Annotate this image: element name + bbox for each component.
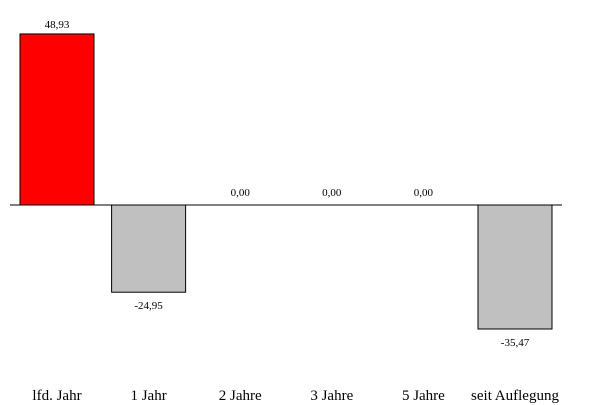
category-label-0: lfd. Jahr — [32, 388, 81, 404]
value-label-3: 0,00 — [322, 187, 342, 199]
category-labels-group: lfd. Jahr 1 Jahr 2 Jahre 3 Jahre 5 Jahre seit… — [32, 388, 559, 404]
value-label-0: 48,93 — [45, 19, 70, 31]
bar-0 — [19, 33, 95, 206]
value-label-4: 0,00 — [414, 187, 434, 199]
bar-5 — [477, 204, 553, 330]
bars-group — [19, 33, 553, 330]
bar-1 — [111, 204, 187, 293]
category-label-1: 1 Jahr — [130, 388, 166, 404]
category-label-3: 3 Jahre — [310, 388, 353, 404]
value-label-5: -35,47 — [501, 337, 530, 349]
value-label-2: 0,00 — [231, 187, 251, 199]
value-labels-group: 48,93 -24,95 0,00 0,00 0,00 -35,47 — [45, 19, 530, 349]
category-label-4: 5 Jahre — [402, 388, 445, 404]
category-label-5: seit Auflegung — [471, 388, 559, 404]
category-label-2: 2 Jahre — [219, 388, 262, 404]
value-label-1: -24,95 — [134, 300, 163, 312]
